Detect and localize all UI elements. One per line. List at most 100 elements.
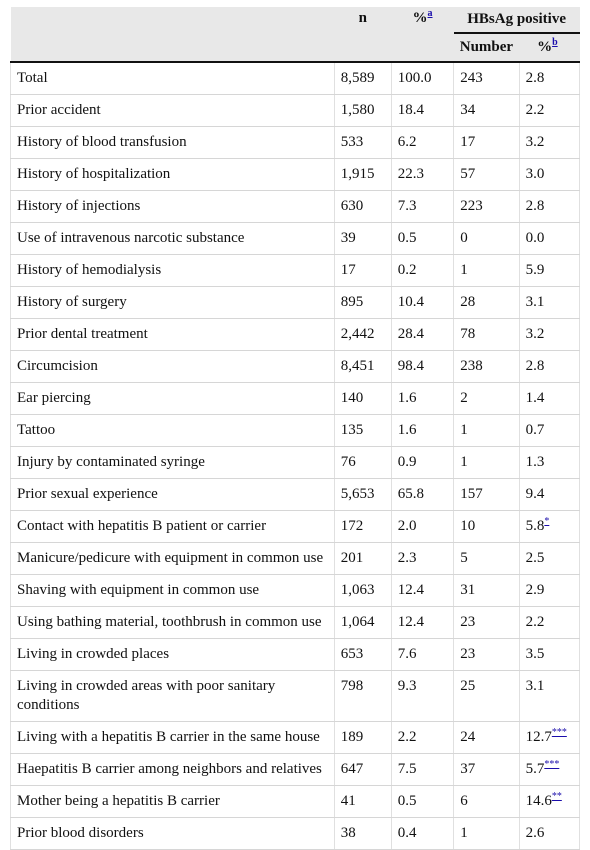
row-label: Tattoo (10, 414, 335, 447)
row-pct-b-value: 3.2 (525, 134, 545, 150)
row-pct: 9.3 (391, 670, 455, 722)
row-label-value: Using bathing material, toothbrush in co… (17, 614, 322, 630)
row-number-value: 6 (460, 793, 468, 809)
row-pct-value: 1.6 (397, 422, 417, 438)
header-row-top: n %a HBsAg positive (10, 7, 580, 63)
row-n: 1,064 (334, 606, 392, 639)
row-number-value: 1 (460, 262, 468, 278)
table-row: Haepatitis B carrier among neighbors and… (10, 753, 581, 786)
row-number-value: 24 (460, 729, 476, 745)
table-row: Prior accident 1,580 18.4 34 2.2 (10, 94, 581, 127)
row-pct-b: 2.8 (519, 190, 581, 223)
row-number: 24 (453, 721, 520, 754)
header-pct-b: %b (519, 33, 580, 63)
row-number: 1 (453, 254, 520, 287)
row-pct: 7.3 (391, 190, 455, 223)
row-pct: 2.3 (391, 542, 455, 575)
row-n-value: 647 (340, 761, 364, 777)
table-row: Mother being a hepatitis B carrier 41 0.5 6… (10, 785, 581, 818)
row-pct-b-value: 2.8 (525, 70, 545, 86)
row-pct: 65.8 (391, 478, 455, 511)
row-pct-b: 3.1 (519, 670, 581, 722)
row-n: 38 (334, 817, 392, 850)
row-pct-b-value: 0.0 (525, 230, 545, 246)
header-row-bottom: Number %b (11, 33, 580, 63)
row-number-value: 5 (460, 550, 468, 566)
row-n-value: 39 (340, 230, 356, 246)
significance-footnote-link[interactable]: *** (544, 759, 560, 770)
row-n-value: 630 (340, 198, 364, 214)
row-label-value: Total (17, 70, 48, 86)
row-pct-value: 0.4 (397, 825, 417, 841)
row-pct-value: 7.3 (397, 198, 417, 214)
row-n-value: 1,064 (340, 614, 375, 630)
row-label-value: Ear piercing (17, 390, 91, 406)
row-n-value: 135 (340, 422, 364, 438)
row-pct-b: 5.8* (519, 510, 581, 543)
row-number-value: 238 (460, 358, 483, 374)
row-pct: 100.0 (391, 62, 455, 95)
row-label: Living with a hepatitis B carrier in the… (10, 721, 335, 754)
row-n-value: 8,589 (340, 70, 375, 86)
row-label-value: History of hemodialysis (17, 262, 162, 278)
row-n: 630 (334, 190, 392, 223)
row-pct-b-value: 2.6 (525, 825, 545, 841)
row-n: 140 (334, 382, 392, 415)
row-label: Ear piercing (10, 382, 335, 415)
row-pct: 0.9 (391, 446, 455, 479)
row-number: 223 (453, 190, 520, 223)
row-n-value: 2,442 (340, 326, 375, 342)
row-number: 1 (453, 817, 520, 850)
significance-footnote-link[interactable]: ** (551, 791, 562, 802)
row-number: 17 (453, 126, 520, 159)
header-pct-b-label: % (537, 39, 553, 55)
row-pct-b: 0.0 (519, 222, 581, 255)
row-n: 895 (334, 286, 392, 319)
row-number: 34 (453, 94, 520, 127)
row-label: Using bathing material, toothbrush in co… (10, 606, 335, 639)
row-number: 31 (453, 574, 520, 607)
table-row: Shaving with equipment in common use 1,06… (10, 574, 581, 607)
row-pct-b: 2.9 (519, 574, 581, 607)
row-n: 8,589 (334, 62, 392, 95)
row-pct-value: 0.5 (397, 230, 417, 246)
row-pct-value: 22.3 (397, 166, 425, 182)
row-pct: 2.0 (391, 510, 455, 543)
row-number-value: 28 (460, 294, 476, 310)
row-number-value: 1 (460, 454, 468, 470)
row-pct-b-value: 1.4 (525, 390, 545, 406)
table-row: Prior sexual experience 5,653 65.8 157 9.4 (10, 478, 581, 511)
row-pct-b: 0.7 (519, 414, 581, 447)
row-number: 243 (453, 62, 520, 95)
row-number-value: 157 (460, 486, 483, 502)
row-n: 1,063 (334, 574, 392, 607)
footnote-link-b[interactable]: b (552, 37, 558, 48)
significance-footnote-link[interactable]: *** (551, 727, 567, 738)
row-number-value: 2 (460, 390, 468, 406)
row-n-value: 140 (340, 390, 364, 406)
row-pct-b-value: 9.4 (525, 486, 545, 502)
row-pct: 10.4 (391, 286, 455, 319)
row-number: 238 (453, 350, 520, 383)
row-n: 2,442 (334, 318, 392, 351)
table-row: History of hemodialysis 17 0.2 1 5.9 (10, 254, 581, 287)
row-n-value: 172 (340, 518, 364, 534)
row-number: 157 (453, 478, 520, 511)
row-number-value: 223 (460, 198, 483, 214)
row-pct: 12.4 (391, 606, 455, 639)
row-pct-b-value: 2.2 (525, 614, 545, 630)
row-n: 798 (334, 670, 392, 722)
header-pct: %a (391, 7, 454, 63)
row-pct-value: 7.6 (397, 646, 417, 662)
row-number: 23 (453, 638, 520, 671)
row-n-value: 1,915 (340, 166, 375, 182)
significance-footnote-link[interactable]: * (544, 516, 550, 527)
row-n-value: 76 (340, 454, 356, 470)
row-pct-b: 14.6** (519, 785, 581, 818)
footnote-link-a[interactable]: a (427, 8, 433, 19)
table-row: History of surgery 895 10.4 28 3.1 (10, 286, 581, 319)
row-number: 23 (453, 606, 520, 639)
table-row: Living with a hepatitis B carrier in the… (10, 721, 581, 754)
row-pct-b-value: 1.3 (525, 454, 545, 470)
row-number: 1 (453, 414, 520, 447)
